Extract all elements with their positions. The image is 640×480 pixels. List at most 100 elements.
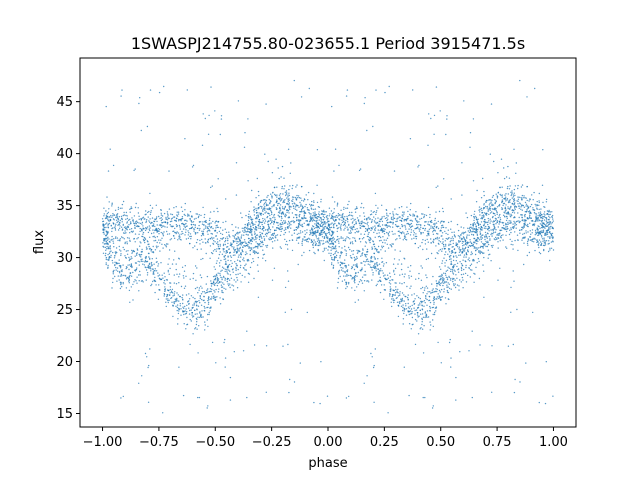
data-point [168, 170, 170, 172]
data-point [436, 285, 438, 287]
data-point [251, 262, 253, 264]
data-point [421, 318, 423, 321]
data-point [459, 250, 462, 252]
data-point [549, 249, 551, 251]
data-point [470, 214, 473, 217]
data-point [269, 219, 271, 221]
data-point [109, 219, 111, 221]
data-point [255, 197, 257, 199]
data-point [377, 251, 379, 253]
data-point [302, 211, 304, 213]
data-point [512, 244, 514, 246]
data-point [131, 217, 133, 219]
data-point [552, 218, 554, 220]
data-point [440, 362, 442, 364]
data-point [241, 242, 243, 245]
data-point [213, 266, 215, 268]
data-point [169, 288, 171, 291]
data-point [224, 268, 226, 270]
data-point [139, 97, 141, 99]
data-point [253, 250, 256, 252]
data-point [128, 224, 130, 226]
data-point [175, 263, 177, 265]
data-point [389, 293, 391, 295]
data-point [315, 242, 317, 245]
data-point [319, 232, 322, 234]
data-point [386, 274, 389, 276]
data-point [277, 202, 279, 205]
data-point [342, 224, 345, 226]
data-point [526, 205, 529, 207]
data-point [180, 314, 182, 316]
data-point [247, 281, 250, 283]
data-point [472, 180, 475, 182]
data-point [248, 216, 250, 218]
data-point [105, 256, 108, 259]
data-point [235, 268, 237, 270]
data-point [483, 190, 485, 193]
data-point [245, 251, 247, 253]
data-point [456, 284, 459, 286]
data-point [552, 241, 554, 243]
data-point [125, 214, 127, 217]
data-point [383, 263, 385, 265]
data-point [477, 258, 480, 260]
data-point [104, 217, 107, 220]
data-point [536, 228, 538, 231]
data-point [171, 263, 174, 265]
data-point [448, 243, 450, 245]
data-point [219, 297, 221, 299]
data-point [126, 221, 129, 223]
data-point [432, 288, 434, 290]
data-point [524, 216, 526, 218]
data-point [213, 297, 216, 299]
data-point [459, 240, 462, 242]
data-point [432, 299, 434, 302]
data-point [491, 196, 494, 198]
data-point [283, 201, 286, 203]
data-point [552, 395, 554, 397]
data-point [122, 200, 125, 203]
data-point [510, 286, 512, 289]
data-point [476, 239, 478, 241]
data-point [342, 215, 344, 217]
data-point [346, 215, 348, 218]
data-point [543, 239, 545, 241]
data-point [296, 233, 298, 235]
data-point [310, 241, 312, 244]
data-point [223, 258, 225, 261]
data-point [372, 226, 374, 228]
data-point [136, 254, 138, 256]
data-point [381, 220, 384, 223]
data-point [163, 85, 165, 88]
data-point [410, 328, 412, 330]
data-point [520, 208, 522, 210]
data-point [479, 344, 481, 346]
data-point [165, 301, 167, 303]
data-point [239, 240, 241, 242]
data-point [366, 280, 368, 282]
data-point [146, 125, 149, 128]
data-point [512, 248, 514, 250]
data-point [211, 283, 214, 285]
data-point [365, 274, 367, 276]
data-point [200, 276, 203, 279]
data-point [482, 208, 485, 210]
data-point [392, 233, 394, 235]
data-point [543, 216, 545, 218]
data-point [382, 241, 384, 244]
data-point [358, 281, 361, 283]
data-point [540, 241, 542, 243]
data-point [377, 229, 379, 231]
data-point [314, 241, 316, 243]
data-point [398, 230, 400, 232]
data-point [287, 204, 290, 206]
data-point [417, 166, 419, 168]
data-point [378, 263, 381, 265]
data-point [367, 235, 369, 238]
data-point [408, 307, 410, 310]
data-point [287, 148, 290, 150]
data-point [207, 238, 210, 240]
data-points [101, 79, 555, 414]
data-point [146, 226, 149, 228]
